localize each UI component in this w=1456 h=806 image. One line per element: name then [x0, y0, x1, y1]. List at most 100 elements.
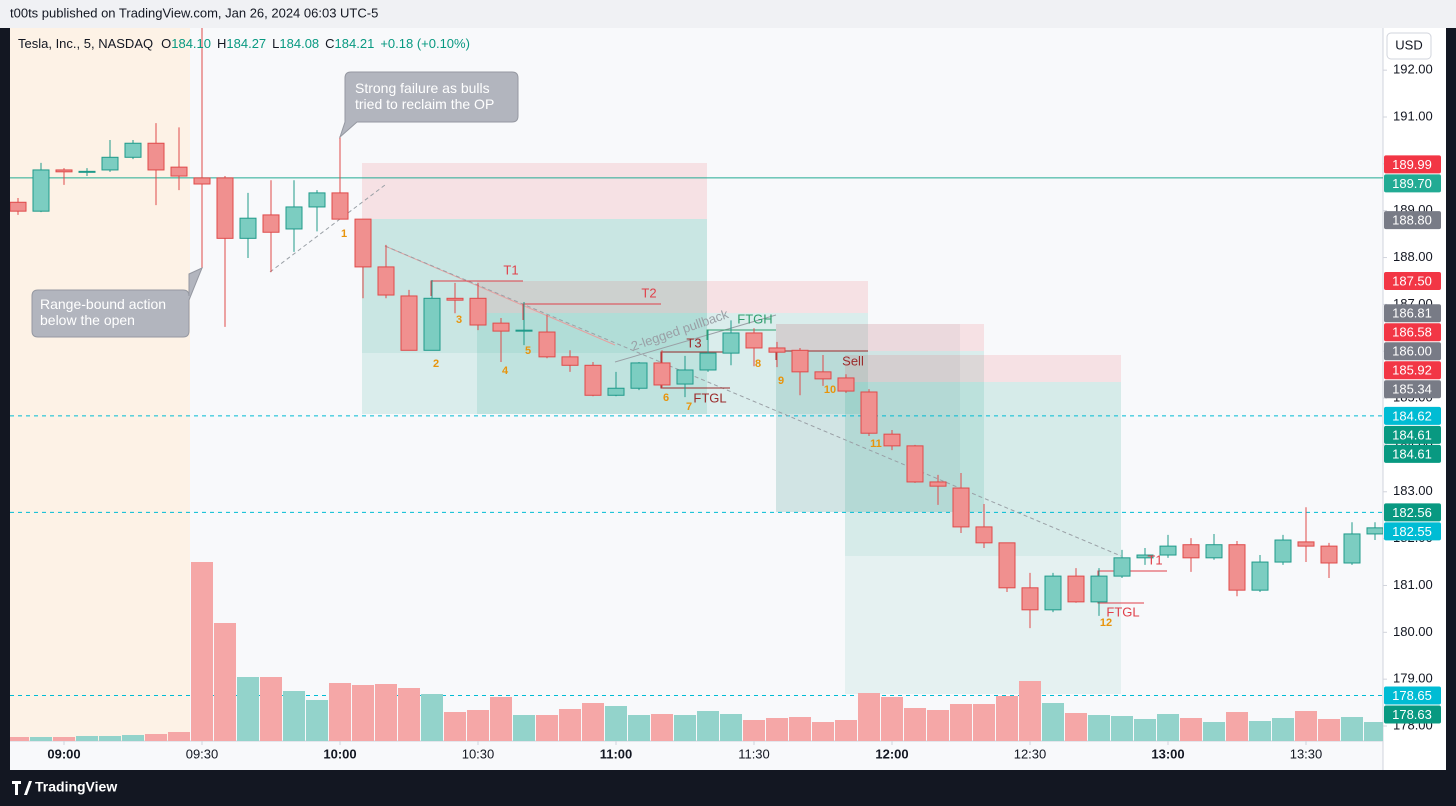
price-tag-label: 188.80 [1392, 213, 1432, 228]
volume-bar [1203, 722, 1225, 741]
candle-body [768, 347, 786, 353]
price-tag-label: 184.61 [1392, 427, 1432, 442]
price-tag [1384, 323, 1441, 342]
volume-bar [651, 714, 673, 741]
legend: Tesla, Inc., 5, NASDAQ O184.10 H184.27 L184… [18, 36, 470, 51]
x-tick-label: 12:00 [875, 746, 908, 761]
callout-bubble [338, 71, 519, 139]
candle-body [124, 142, 142, 158]
price-tag [1384, 705, 1441, 724]
y-tick-label: 183.00 [1393, 483, 1433, 498]
annotation: T2 [641, 285, 656, 300]
volume-bar [260, 677, 282, 741]
volume-bar [283, 691, 305, 741]
candle-body [860, 391, 878, 434]
volume-bar [1088, 715, 1110, 741]
candle-body [791, 349, 809, 373]
candle-body [653, 362, 671, 386]
x-tick-label: 09:30 [186, 746, 219, 761]
stop-zone [477, 281, 868, 313]
candle-body [354, 218, 372, 268]
volume-bar [375, 684, 397, 741]
candle-body [446, 297, 464, 301]
volume-layer [10, 562, 1383, 741]
x-tick-label: 11:00 [600, 746, 633, 761]
annotation: FTGL [1106, 604, 1139, 619]
candle-body [1113, 557, 1131, 577]
currency-button[interactable] [1386, 32, 1432, 60]
target-zone [362, 219, 707, 414]
candle-body [262, 214, 280, 233]
candle-body [906, 445, 924, 483]
callout-line: Range-bound action [40, 296, 166, 312]
volume-bar [559, 709, 581, 741]
annotation: 7 [686, 401, 692, 413]
candle-body [1366, 527, 1383, 535]
callout-text: Range-bound action below the open [40, 296, 166, 328]
candle-body [883, 433, 901, 447]
price-tag [1384, 444, 1441, 463]
candle-body [1136, 554, 1154, 559]
volume-bar [1364, 722, 1383, 741]
candle-body [1274, 539, 1292, 563]
price-tag-label: 185.92 [1392, 363, 1432, 378]
annotation: FTGH [737, 311, 772, 326]
position-boxes [362, 163, 1121, 694]
candle-body [1205, 544, 1223, 559]
ohlc-legend: Tesla, Inc., 5, NASDAQ O184.10 H184.27 L184… [18, 36, 470, 51]
candle-body [745, 332, 763, 349]
axis-layer: 178.00179.00180.00181.00182.00183.00184.… [47, 62, 1441, 761]
volume-bar [720, 714, 742, 741]
volume-bar [881, 697, 903, 741]
annotation: 4 [502, 365, 509, 377]
volume-bar [1341, 717, 1363, 741]
candle-body [538, 331, 556, 358]
volume-bar [352, 685, 374, 741]
annotation: Sell [842, 353, 864, 368]
price-tag-label: 185.34 [1392, 382, 1432, 397]
ftgh-line [706, 329, 776, 340]
annotation: T1 [503, 262, 518, 277]
x-tick-label: 13:30 [1290, 746, 1323, 761]
candle-body [55, 169, 73, 173]
candle-body [1182, 544, 1200, 559]
ohlc-value: 184.27 [226, 36, 266, 51]
volume-bar [536, 715, 558, 741]
candle-body [1251, 561, 1269, 591]
callout-text: Strong failure as bulls tried to reclaim … [355, 80, 494, 112]
brand-name: TradingView [35, 779, 117, 795]
candle-body [814, 371, 832, 380]
brand-logo [12, 781, 32, 795]
footer [0, 770, 1456, 806]
candle-layer [10, 28, 1383, 629]
x-tick-label: 13:00 [1151, 746, 1184, 761]
ohlc-key: L [272, 36, 279, 51]
target-zone [776, 351, 984, 512]
price-tag [1384, 503, 1441, 522]
candle-body [1320, 545, 1338, 564]
annotation: FTGL [693, 390, 726, 405]
y-tick-label: 191.00 [1393, 108, 1433, 123]
candle-body [377, 266, 395, 296]
price-tag-label: 178.63 [1392, 707, 1432, 722]
volume-bar [145, 734, 167, 741]
trend-line [614, 314, 777, 363]
volume-bar [1134, 719, 1156, 741]
volume-bar [766, 718, 788, 741]
publisher-bar [0, 0, 1456, 28]
volume-bar [628, 715, 650, 741]
annotation: 9 [778, 375, 784, 387]
volume-bar [76, 736, 98, 741]
callout-line: below the open [40, 312, 135, 328]
candle-body [1228, 544, 1246, 591]
price-tag [1384, 361, 1441, 380]
price-tag [1384, 304, 1441, 323]
candle-body [1090, 575, 1108, 603]
symbol: Tesla, Inc., 5, NASDAQ [18, 36, 153, 51]
annotation: 2 [433, 358, 439, 370]
candle-body [1044, 575, 1062, 611]
candle-body [285, 206, 303, 230]
volume-bar [1111, 716, 1133, 741]
candle-body [216, 177, 234, 239]
candle-body [101, 156, 119, 171]
